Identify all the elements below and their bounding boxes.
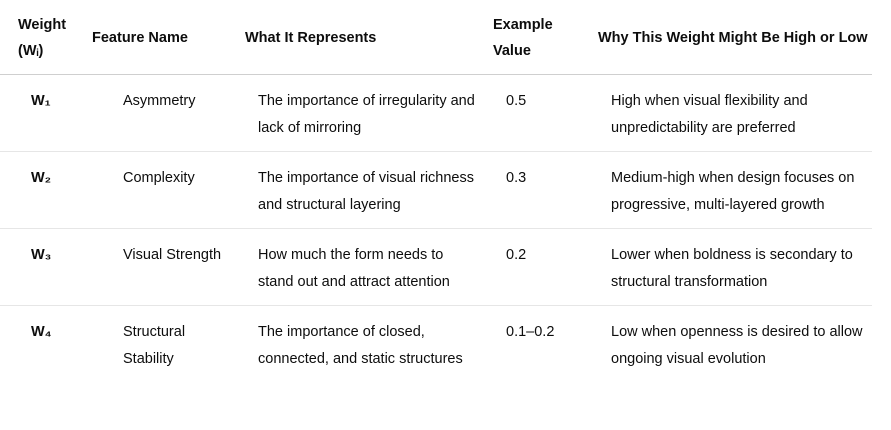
table-row: W₄ Structural Stability The importance o… (0, 306, 872, 383)
cell-weight: W₂ (0, 151, 92, 229)
header-weight: Weight (Wᵢ) (0, 0, 92, 75)
cell-represents: How much the form needs to stand out and… (226, 228, 475, 306)
weights-table: Weight (Wᵢ) Feature Name What It Represe… (0, 0, 872, 383)
cell-weight: W₄ (31, 324, 52, 340)
table-body: W₁ Asymmetry The importance of irregular… (0, 74, 872, 383)
cell-example: 0.5 (475, 74, 580, 152)
cell-represents: The importance of closed, connected, and… (258, 324, 463, 367)
cell-weight: W₁ (0, 74, 92, 152)
header-row: Weight (Wᵢ) Feature Name What It Represe… (0, 0, 872, 75)
cell-example: 0.2 (475, 228, 580, 306)
header-what-it-represents: What It Represents (226, 0, 475, 75)
cell-why: Low when openness is desired to allow on… (611, 324, 863, 367)
cell-why: Medium-high when design focuses on progr… (580, 151, 872, 229)
table-row: W₁ Asymmetry The importance of irregular… (0, 74, 872, 152)
header-feature-name: Feature Name (92, 0, 226, 75)
header-example-value: Example Value (475, 0, 580, 75)
cell-feature: Asymmetry (92, 74, 226, 152)
cell-represents: The importance of visual richness and st… (226, 151, 475, 229)
cell-weight: W₃ (0, 228, 92, 306)
table-row: W₂ Complexity The importance of visual r… (0, 151, 872, 229)
cell-feature: Structural Stability (123, 324, 186, 367)
cell-represents: The importance of irregularity and lack … (226, 74, 475, 152)
cell-why: Lower when boldness is secondary to stru… (580, 228, 872, 306)
cell-example: 0.3 (475, 151, 580, 229)
table-row: W₃ Visual Strength How much the form nee… (0, 228, 872, 306)
cell-feature: Complexity (92, 151, 226, 229)
cell-why: High when visual flexibility and unpredi… (580, 74, 872, 152)
header-why-high-or-low: Why This Weight Might Be High or Low (580, 0, 872, 75)
cell-feature: Visual Strength (92, 228, 226, 306)
cell-example: 0.1–0.2 (506, 324, 555, 340)
table-header: Weight (Wᵢ) Feature Name What It Represe… (0, 0, 872, 75)
